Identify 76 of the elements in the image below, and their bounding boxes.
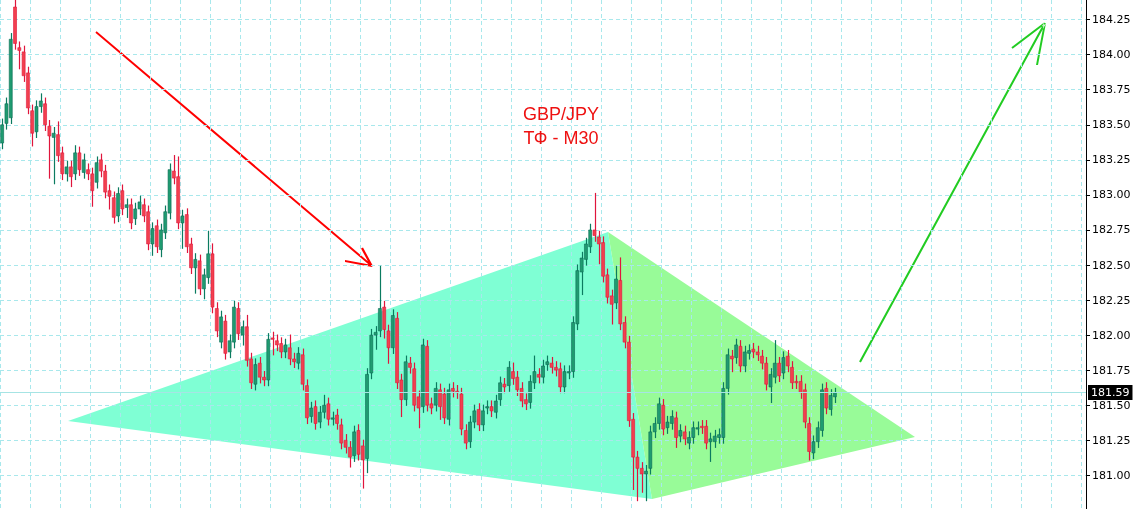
candlestick bbox=[669, 410, 674, 430]
candlestick bbox=[240, 320, 245, 346]
candlestick bbox=[824, 382, 829, 415]
y-tick-label: 184.25 bbox=[1092, 13, 1131, 27]
text: ТФ - M30 bbox=[523, 128, 599, 148]
y-tick-label: 182.00 bbox=[1092, 328, 1131, 342]
y-tick-label: 183.25 bbox=[1092, 153, 1131, 167]
y-tick-label: 183.00 bbox=[1092, 188, 1131, 202]
candlestick bbox=[781, 351, 786, 380]
candlestick bbox=[326, 397, 331, 426]
candlestick bbox=[133, 202, 138, 225]
candlestick bbox=[682, 425, 687, 446]
y-tick-label: 181.25 bbox=[1092, 433, 1131, 447]
y-tick-label: 181.75 bbox=[1092, 363, 1131, 377]
candlestick bbox=[742, 345, 747, 373]
candlestick bbox=[661, 399, 665, 436]
candlestick bbox=[283, 338, 288, 359]
candlestick bbox=[287, 334, 292, 366]
candlestick bbox=[734, 338, 738, 364]
candlestick bbox=[81, 153, 86, 179]
y-tick-label: 183.75 bbox=[1092, 83, 1131, 97]
candlestick bbox=[257, 356, 262, 384]
y-tick-label: 181.00 bbox=[1092, 468, 1131, 482]
y-tick-label: 183.50 bbox=[1092, 118, 1131, 132]
candlestick bbox=[77, 146, 82, 176]
candlestick bbox=[356, 424, 361, 461]
candlestick bbox=[481, 404, 485, 432]
candlestick bbox=[352, 425, 356, 462]
candlestick bbox=[279, 337, 283, 359]
candlestick bbox=[154, 219, 159, 253]
candlestick bbox=[253, 358, 258, 391]
y-tick-label: 182.75 bbox=[1092, 223, 1131, 237]
candlestick bbox=[541, 359, 545, 384]
candlestick bbox=[674, 411, 678, 448]
y-tick-label: 182.25 bbox=[1092, 293, 1131, 307]
candlestick bbox=[433, 382, 438, 412]
candlestick bbox=[193, 253, 198, 294]
candlestick bbox=[828, 389, 833, 416]
candlestick bbox=[94, 156, 99, 189]
text: GBP/JPY bbox=[522, 104, 600, 124]
candlestick bbox=[120, 184, 125, 216]
candlestick bbox=[270, 331, 275, 356]
candlestick bbox=[562, 365, 567, 394]
candlestick bbox=[438, 383, 442, 420]
ref-line-label: 181.59 bbox=[1091, 386, 1130, 400]
candlestick bbox=[558, 362, 562, 394]
candlestick bbox=[69, 160, 73, 188]
candlestick bbox=[463, 424, 468, 450]
candlestick bbox=[442, 387, 447, 425]
candlestick bbox=[111, 191, 116, 224]
candlestick bbox=[592, 192, 597, 242]
candlestick bbox=[129, 198, 133, 230]
candlestick bbox=[730, 349, 734, 373]
candlestick bbox=[777, 356, 781, 382]
candlestick bbox=[313, 400, 318, 430]
candlestick bbox=[90, 167, 95, 207]
candlestick bbox=[317, 406, 322, 429]
candlestick bbox=[150, 222, 155, 256]
candlestick bbox=[476, 403, 481, 432]
candlestick bbox=[738, 340, 743, 373]
y-tick-label: 181.50 bbox=[1092, 398, 1131, 412]
candlestick bbox=[614, 265, 618, 310]
candlestick bbox=[309, 401, 314, 423]
candlestick bbox=[51, 127, 56, 185]
candlestick bbox=[180, 209, 185, 249]
y-tick-label: 182.50 bbox=[1092, 258, 1131, 272]
candlestick bbox=[506, 361, 511, 392]
candlestick bbox=[708, 432, 713, 462]
candlestick bbox=[124, 198, 129, 218]
candlestick bbox=[214, 302, 219, 338]
candlestick bbox=[64, 160, 69, 182]
candlestick bbox=[73, 145, 77, 181]
y-tick-label: 184.00 bbox=[1092, 48, 1131, 62]
candlestick bbox=[116, 187, 120, 223]
candlestick bbox=[296, 347, 301, 370]
candlestick bbox=[704, 420, 708, 450]
